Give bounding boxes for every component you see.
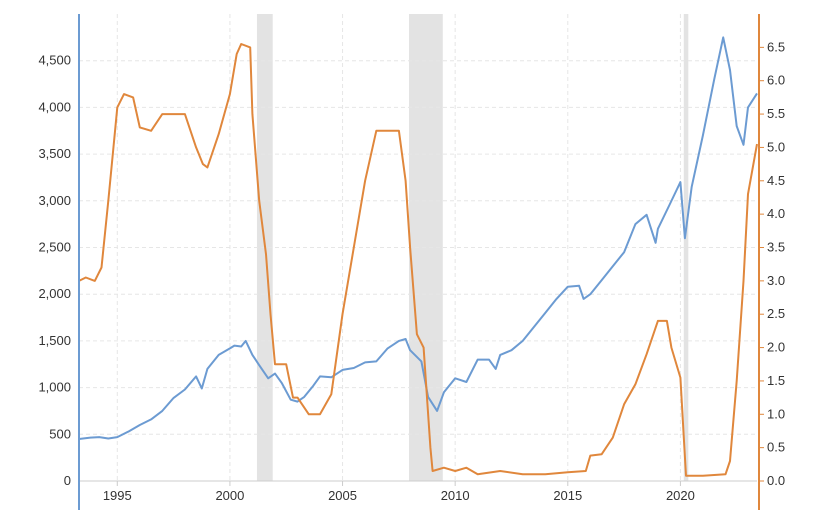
- right-y-tick-label: 1.0: [767, 406, 785, 421]
- grid-lines: [79, 14, 757, 481]
- tick-labels: 0 500 1,000 1,500 2,000 2,500 3,000 3,500 4,000 4…: [38, 39, 785, 503]
- right-y-tick-label: 5.5: [767, 106, 785, 121]
- left-y-tick-label: 3,500: [38, 146, 71, 161]
- right-y-tick-label: 1.5: [767, 373, 785, 388]
- right-y-tick-label: 3.5: [767, 240, 785, 255]
- axes: [78, 14, 764, 510]
- right-y-tick-label: 3.0: [767, 273, 785, 288]
- left-axis-series-line: [78, 36, 758, 440]
- x-tick-label: 2010: [441, 488, 470, 503]
- x-tick-label: 2005: [328, 488, 357, 503]
- right-y-tick-label: 6.0: [767, 73, 785, 88]
- left-y-tick-label: 3,000: [38, 193, 71, 208]
- right-y-tick-label: 5.0: [767, 139, 785, 154]
- right-y-tick-label: 2.5: [767, 306, 785, 321]
- right-y-tick-label: 4.0: [767, 206, 785, 221]
- right-axis-series-line: [78, 43, 758, 477]
- x-tick-label: 2000: [215, 488, 244, 503]
- right-y-tick-label: 0.0: [767, 473, 785, 488]
- right-y-tick-label: 0.5: [767, 440, 785, 455]
- right-y-tick-label: 4.5: [767, 173, 785, 188]
- recession-band: [683, 14, 689, 481]
- right-y-tick-label: 6.5: [767, 39, 785, 54]
- left-y-tick-label: 2,500: [38, 240, 71, 255]
- right-y-tick-label: 2.0: [767, 340, 785, 355]
- x-tick-label: 1995: [103, 488, 132, 503]
- left-y-tick-label: 500: [49, 426, 71, 441]
- left-y-tick-label: 1,500: [38, 333, 71, 348]
- left-y-tick-label: 0: [64, 473, 71, 488]
- x-tick-label: 2015: [553, 488, 582, 503]
- left-y-tick-label: 2,000: [38, 286, 71, 301]
- left-y-tick-label: 4,500: [38, 53, 71, 68]
- x-tick-label: 2020: [666, 488, 695, 503]
- left-y-tick-label: 1,000: [38, 380, 71, 395]
- left-y-tick-label: 4,000: [38, 99, 71, 114]
- series-lines: [78, 36, 758, 477]
